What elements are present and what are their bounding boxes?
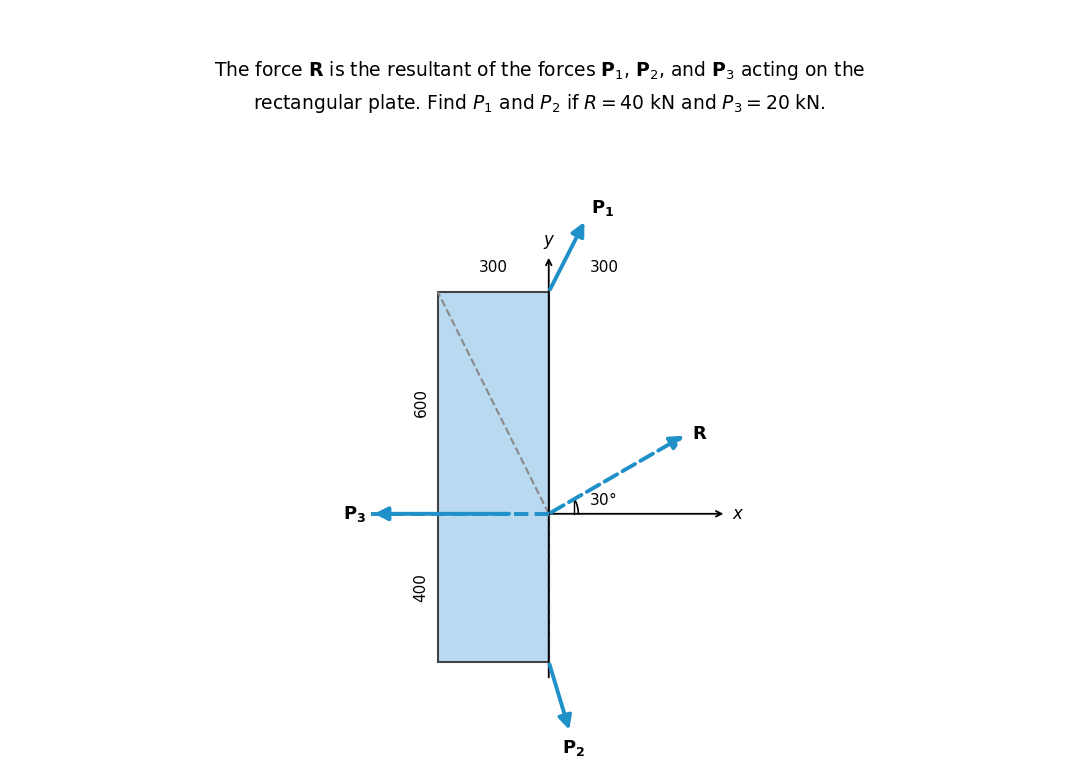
Text: $30°$: $30°$ bbox=[589, 491, 617, 509]
Text: $\mathbf{P_3}$: $\mathbf{P_3}$ bbox=[342, 504, 366, 524]
Text: 300: 300 bbox=[590, 261, 618, 275]
Text: 300: 300 bbox=[479, 261, 508, 275]
Text: $\mathbf{P_2}$: $\mathbf{P_2}$ bbox=[562, 738, 585, 758]
Text: The force $\mathbf{R}$ is the resultant of the forces $\mathbf{P}_1$, $\mathbf{P: The force $\mathbf{R}$ is the resultant … bbox=[214, 59, 865, 115]
Text: $\mathbf{P_1}$: $\mathbf{P_1}$ bbox=[591, 197, 614, 218]
Text: 600: 600 bbox=[413, 388, 428, 417]
Text: $y$: $y$ bbox=[543, 233, 555, 251]
Text: $x$: $x$ bbox=[732, 505, 745, 523]
Polygon shape bbox=[438, 292, 549, 661]
Text: $\mathbf{R}$: $\mathbf{R}$ bbox=[692, 425, 708, 443]
Text: 400: 400 bbox=[413, 573, 428, 602]
